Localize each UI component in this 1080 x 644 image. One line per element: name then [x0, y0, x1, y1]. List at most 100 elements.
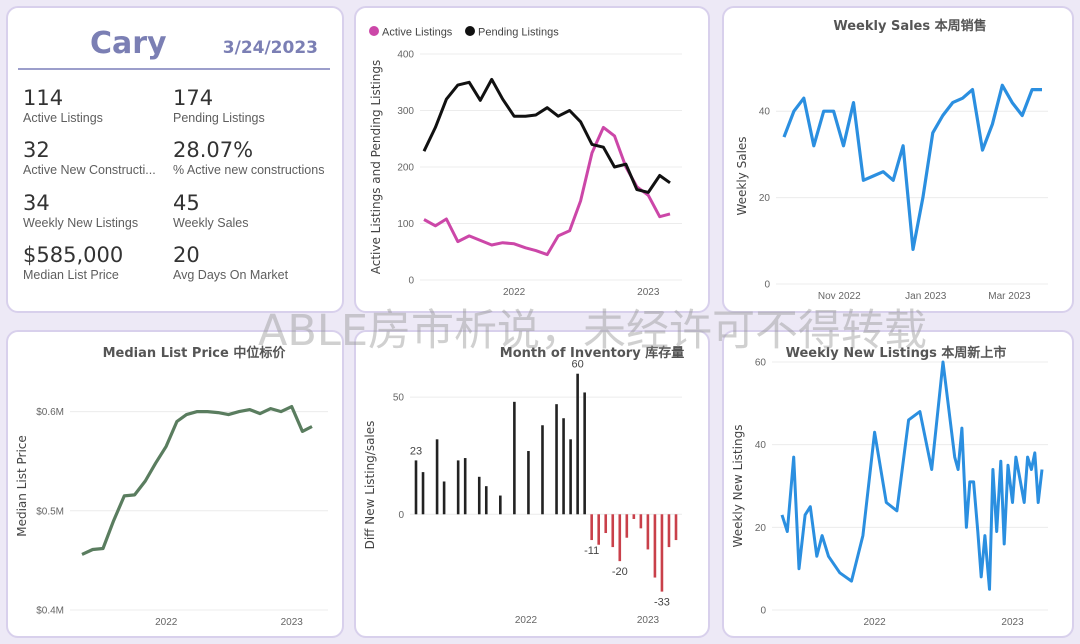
- y-tick-label: 40: [759, 107, 771, 118]
- inventory-bar: [590, 514, 593, 541]
- weekly-sales-panel: 0 20 40 Nov 2022 Jan 2023 Mar 2023 Weekly Sale…: [722, 6, 1074, 313]
- chart-title: Weekly New Listings 本周新上市: [786, 345, 1007, 361]
- kpi-panel: Cary 3/24/2023 114 Active Listings 174 P…: [6, 6, 344, 313]
- inventory-bar: [667, 514, 671, 548]
- y-tick-label: 100: [397, 219, 414, 230]
- kpi-value: 20: [173, 243, 200, 267]
- inventory-bar: [625, 514, 629, 538]
- x-tick-label: 2023: [1001, 617, 1024, 628]
- inventory-bar: [583, 392, 586, 515]
- y-tick-label: 20: [755, 523, 767, 534]
- city-title: Cary: [90, 26, 167, 61]
- y-tick-label: $0.4M: [36, 606, 64, 617]
- inventory-bar: [653, 514, 657, 578]
- kpi-value: 45: [173, 191, 200, 215]
- kpi-pending-listings: 174 Pending Listings: [173, 86, 265, 126]
- y-tick-label: 20: [759, 193, 771, 204]
- kpi-active-new-construction: 32 Active New Constructi...: [23, 138, 156, 178]
- kpi-weekly-sales: 45 Weekly Sales: [173, 191, 249, 231]
- y-tick-label: 0: [398, 510, 404, 521]
- x-tick-label: Nov 2022: [818, 291, 861, 302]
- inventory-bar: [555, 404, 558, 515]
- y-tick-label: 0: [764, 280, 770, 291]
- kpi-active-listings: 114 Active Listings: [23, 86, 103, 126]
- inventory-bar: [562, 418, 565, 515]
- kpi-value: 174: [173, 86, 214, 110]
- kpi-median-list-price: $585,000 Median List Price: [23, 243, 123, 283]
- kpi-value: 28.07%: [173, 138, 254, 162]
- kpi-label: % Active new constructions: [173, 163, 325, 177]
- weekly-sales-chart: 0 20 40 Nov 2022 Jan 2023 Mar 2023 Weekly Sale…: [735, 18, 1048, 302]
- median-list-price-line: [81, 405, 313, 556]
- inventory-bar: [576, 373, 579, 515]
- month-of-inventory-panel: 0 50 2022 2023 Diff New Listing/sales Month o…: [354, 330, 710, 638]
- x-tick-label: 2022: [503, 287, 526, 298]
- inventory-bar: [499, 495, 502, 515]
- y-axis-label: Diff New Listing/sales: [363, 421, 377, 550]
- legend-marker: [465, 26, 475, 36]
- bar-data-label: -20: [612, 566, 628, 578]
- kpi-value: 32: [23, 138, 50, 162]
- legend-marker: [369, 26, 379, 36]
- kpi-weekly-new-listings: 34 Weekly New Listings: [23, 191, 138, 231]
- inventory-bar: [597, 514, 601, 545]
- inventory-bar: [414, 460, 418, 515]
- inventory-bar: [442, 481, 446, 515]
- weekly-new-listings-panel: 0 20 40 60 2022 2023 Weekly New Listings Weekly…: [722, 330, 1074, 638]
- pending-listings-line: [422, 77, 671, 194]
- active-pending-panel: 0 100 200 300 400 2022 2023 Active Listings and…: [354, 6, 710, 313]
- y-tick-label: 300: [397, 106, 414, 117]
- bar-data-label: -11: [584, 545, 599, 557]
- kpi-label: Active New Constructi...: [23, 163, 156, 177]
- inventory-bar: [513, 401, 516, 515]
- x-tick-label: Mar 2023: [988, 291, 1031, 302]
- inventory-bar: [527, 451, 530, 515]
- median-list-price-chart: $0.4M $0.5M $0.6M 2022 2023 Median List Price…: [15, 345, 328, 628]
- kpi-label: Active Listings: [23, 111, 103, 125]
- kpi-value: 114: [23, 86, 64, 110]
- active-pending-chart: 0 100 200 300 400 2022 2023 Active Listings and…: [369, 26, 682, 298]
- weekly-new-listings-line: [780, 360, 1044, 591]
- inventory-bar: [611, 514, 615, 548]
- inventory-bar: [618, 514, 622, 562]
- y-axis-label: Active Listings and Pending Listings: [369, 60, 383, 275]
- inventory-bar: [435, 439, 439, 515]
- x-tick-label: 2022: [863, 617, 886, 628]
- y-tick-label: 400: [397, 50, 414, 61]
- inventory-bar: [541, 425, 544, 515]
- chart-title: Weekly Sales 本周销售: [833, 18, 986, 34]
- y-tick-label: 60: [755, 358, 767, 369]
- inventory-bar: [660, 514, 664, 592]
- y-tick-label: 0: [760, 606, 766, 617]
- title-divider: [18, 68, 330, 70]
- y-axis-label: Weekly New Listings: [731, 425, 745, 548]
- inventory-bar: [632, 514, 636, 519]
- inventory-bar: [674, 514, 678, 541]
- kpi-label: Weekly New Listings: [23, 216, 139, 230]
- legend-label: Active Listings: [382, 27, 453, 39]
- active-listings-line: [423, 125, 671, 257]
- x-tick-label: 2022: [515, 615, 538, 626]
- kpi-value: $585,000: [23, 243, 124, 267]
- bar-data-label: 23: [410, 445, 422, 457]
- inventory-bar: [569, 439, 572, 515]
- inventory-bar: [477, 476, 481, 515]
- chart-title: Month of Inventory 库存量: [500, 345, 684, 361]
- inventory-bar: [484, 486, 488, 515]
- y-axis-label: Median List Price: [15, 435, 29, 537]
- y-tick-label: 200: [397, 163, 414, 174]
- x-tick-label: Jan 2023: [905, 291, 947, 302]
- inventory-bar: [421, 472, 425, 515]
- y-tick-label: $0.5M: [36, 506, 64, 517]
- x-tick-label: 2023: [637, 615, 660, 626]
- report-date: 3/24/2023: [222, 38, 318, 58]
- chart-title: Median List Price 中位标价: [103, 345, 287, 361]
- kpi-label: Pending Listings: [173, 111, 265, 125]
- month-of-inventory-chart: 0 50 2022 2023 Diff New Listing/sales Month o…: [363, 345, 684, 626]
- kpi-pct-new-construction: 28.07% % Active new constructions: [173, 138, 324, 178]
- kpi-value: 34: [23, 191, 50, 215]
- y-tick-label: 40: [755, 440, 767, 451]
- y-tick-label: 50: [393, 393, 405, 404]
- kpi-label: Weekly Sales: [173, 216, 249, 230]
- kpi-avg-days-on-market: 20 Avg Days On Market: [173, 243, 288, 283]
